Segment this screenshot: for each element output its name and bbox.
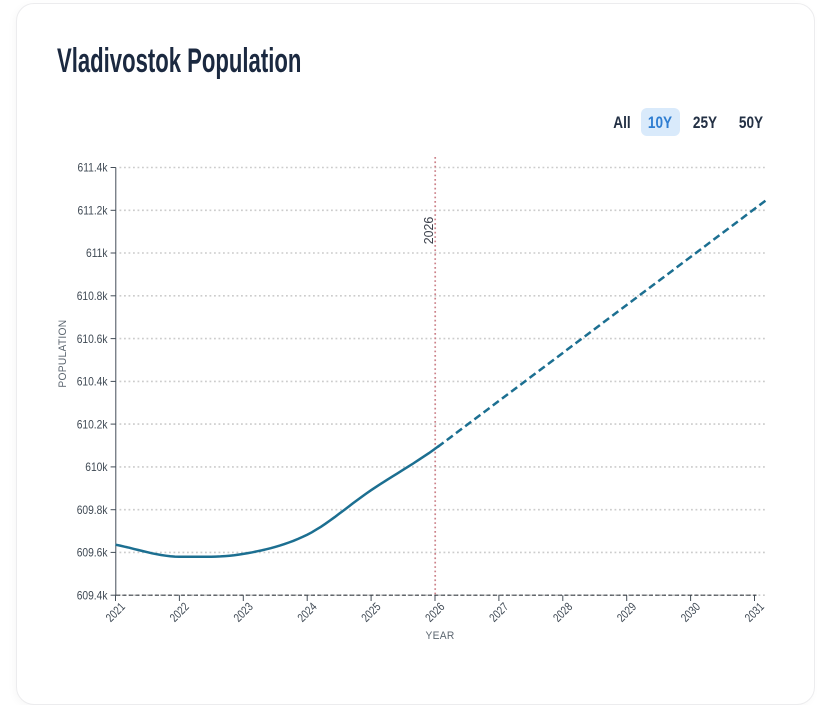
svg-text:2023: 2023 (231, 600, 256, 625)
svg-text:2027: 2027 (486, 600, 511, 625)
svg-text:611.4k: 611.4k (78, 161, 109, 175)
svg-text:2029: 2029 (614, 600, 639, 625)
svg-text:611k: 611k (86, 246, 108, 260)
svg-text:2031: 2031 (742, 600, 767, 625)
svg-text:610.2k: 610.2k (77, 417, 109, 431)
svg-text:POPULATION: POPULATION (57, 320, 69, 388)
svg-text:2026: 2026 (422, 600, 447, 625)
svg-text:611.2k: 611.2k (78, 204, 109, 218)
svg-text:610k: 610k (85, 460, 108, 474)
svg-text:2025: 2025 (358, 600, 383, 625)
svg-text:609.6k: 609.6k (77, 546, 109, 560)
svg-text:609.4k: 609.4k (77, 588, 109, 602)
svg-text:2030: 2030 (678, 600, 703, 625)
svg-text:610.4k: 610.4k (77, 375, 109, 389)
svg-text:2024: 2024 (295, 600, 320, 625)
svg-text:2022: 2022 (167, 600, 192, 625)
svg-text:609.8k: 609.8k (77, 503, 109, 517)
svg-text:2026: 2026 (421, 217, 436, 245)
svg-text:610.8k: 610.8k (77, 289, 109, 303)
svg-text:2021: 2021 (103, 600, 128, 625)
svg-text:YEAR: YEAR (426, 630, 455, 642)
svg-text:2028: 2028 (550, 600, 575, 625)
svg-text:610.6k: 610.6k (77, 332, 109, 346)
